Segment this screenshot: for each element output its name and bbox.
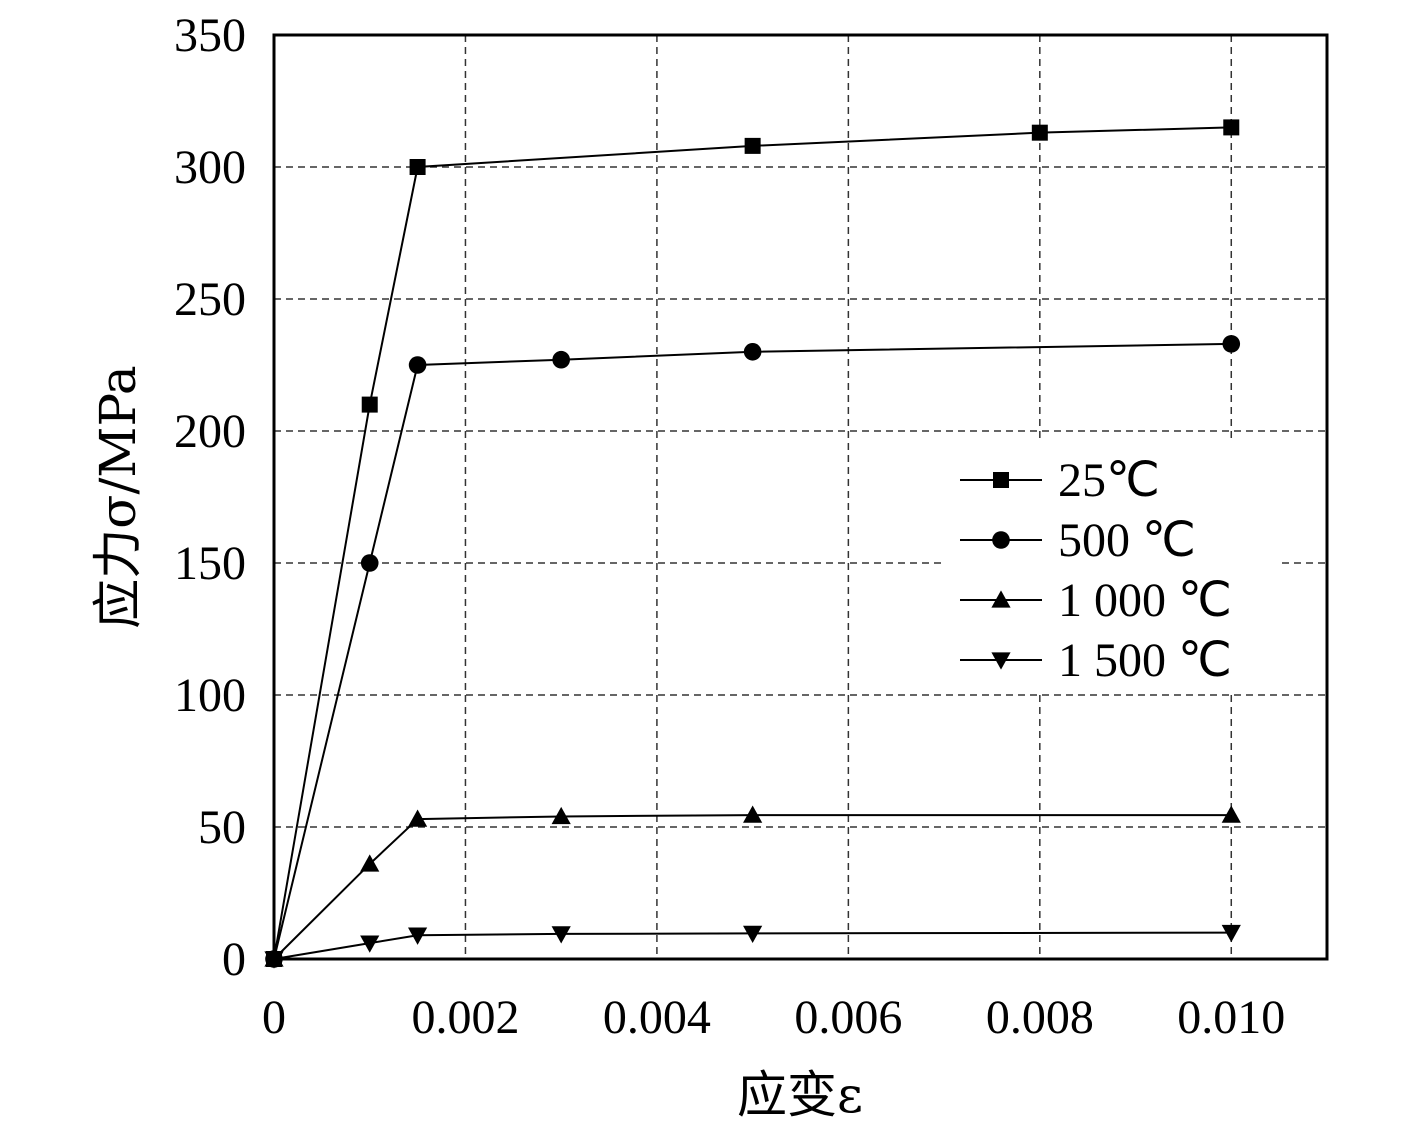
data-point-s2-5 <box>1221 805 1241 823</box>
data-point-s2-2 <box>407 809 428 827</box>
series-line-2 <box>273 814 1232 960</box>
series-line-0 <box>273 126 1232 960</box>
y-tick-label-1: 50 <box>198 801 246 854</box>
tick-labels: 0 50 100 150 200 250 300 350 0 0.002 0.004 0.006 0.0… <box>174 9 1285 1044</box>
data-point-s0-5 <box>1223 119 1240 136</box>
data-point-s3-1 <box>360 935 380 953</box>
legend-label-1: 500 ℃ <box>1058 514 1196 567</box>
y-tick-label-7: 350 <box>174 9 246 62</box>
x-tick-label-3: 0.006 <box>794 991 902 1044</box>
y-tick-label-0: 0 <box>222 933 246 986</box>
x-tick-label-5: 0.010 <box>1177 991 1285 1044</box>
y-tick-label-2: 100 <box>174 669 246 722</box>
data-point-s0-4 <box>1031 124 1048 141</box>
x-tick-label-2: 0.004 <box>603 991 711 1044</box>
legend-label-3: 1 500 ℃ <box>1058 634 1232 687</box>
x-tick-label-4: 0.008 <box>986 991 1094 1044</box>
plot-frame <box>272 33 1329 961</box>
y-axis-title: 应力σ/MPa <box>89 365 147 628</box>
data-point-s1-4 <box>743 343 762 361</box>
legend: 25℃ 500 ℃ 1 000 ℃ 1 500 ℃ <box>946 440 1282 690</box>
y-tick-label-6: 300 <box>174 141 246 194</box>
data-point-s1-1 <box>360 554 379 572</box>
legend-marker-0 <box>993 472 1009 488</box>
series-lines <box>264 119 1241 969</box>
data-point-s2-1 <box>360 854 380 872</box>
x-axis-title: 应变ε <box>737 1066 863 1124</box>
legend-marker-3 <box>991 652 1011 670</box>
legend-marker-2 <box>991 590 1011 608</box>
y-tick-label-5: 250 <box>174 273 246 326</box>
data-point-s0-1 <box>361 396 378 413</box>
data-point-s0-2 <box>409 159 426 175</box>
legend-label-0: 25℃ <box>1058 454 1160 507</box>
data-point-s2-4 <box>743 805 763 823</box>
x-tick-label-1: 0.002 <box>411 991 519 1044</box>
data-point-s1-5 <box>1222 335 1241 353</box>
series-line-1 <box>273 342 1232 960</box>
y-tick-label-3: 150 <box>174 537 246 590</box>
data-point-s1-2 <box>408 356 427 374</box>
legend-marker-1 <box>992 531 1010 549</box>
x-tick-label-0: 0 <box>262 991 286 1044</box>
data-point-s3-2 <box>407 927 428 945</box>
legend-label-2: 1 000 ℃ <box>1058 574 1232 627</box>
data-point-s0-3 <box>744 137 761 154</box>
data-point-s3-5 <box>1221 924 1241 943</box>
series-line-3 <box>273 931 1232 960</box>
data-point-s3-4 <box>743 925 763 943</box>
data-point-s1-3 <box>552 350 570 369</box>
data-point-s2-3 <box>551 806 571 825</box>
y-tick-label-4: 200 <box>174 405 246 458</box>
data-point-s3-3 <box>551 926 571 944</box>
